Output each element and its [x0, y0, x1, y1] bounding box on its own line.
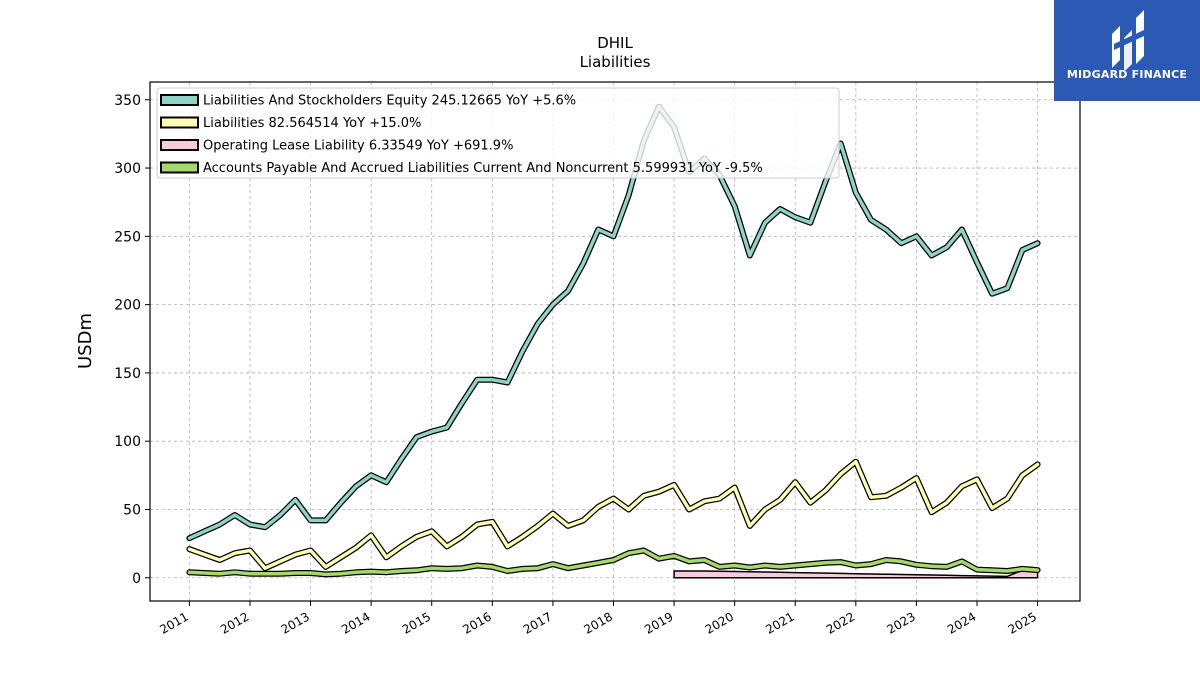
x-tick-label: 2021 — [763, 609, 796, 636]
legend-item: Liabilities And Stockholders Equity 245.… — [160, 94, 576, 109]
y-tick-label: 150 — [114, 366, 141, 382]
legend-swatch — [160, 94, 199, 106]
y-tick-label: 200 — [114, 298, 141, 314]
series-band — [673, 568, 1039, 579]
legend-label: Liabilities 82.564514 YoY +15.0% — [203, 116, 421, 131]
y-tick-label: 300 — [114, 161, 141, 177]
series-lines — [186, 103, 1041, 579]
legend-label: Liabilities And Stockholders Equity 245.… — [203, 94, 576, 109]
x-tick-label: 2018 — [582, 609, 615, 636]
y-tick-label: 0 — [132, 571, 141, 587]
x-tick-label: 2019 — [642, 609, 675, 636]
x-tick-label: 2020 — [703, 609, 736, 636]
y-tick-label: 250 — [114, 229, 141, 245]
legend: Liabilities And Stockholders Equity 245.… — [156, 87, 840, 179]
x-tick-label: 2024 — [945, 609, 978, 636]
legend-item: Accounts Payable And Accrued Liabilities… — [160, 161, 763, 176]
chart-title: DHIL — [597, 34, 633, 52]
plot-frame — [149, 81, 1081, 602]
series-2 — [186, 458, 1041, 572]
series-line — [187, 459, 1040, 570]
legend-item: Operating Lease Liability 6.33549 YoY +6… — [160, 139, 513, 154]
x-tick-label: 2013 — [279, 609, 312, 636]
brand-name: MIDGARD FINANCE — [1066, 68, 1188, 81]
brand-logo: MIDGARD FINANCE — [1054, 0, 1200, 101]
legend-swatch — [160, 116, 199, 129]
x-tick-label: 2023 — [884, 609, 917, 636]
series-line — [187, 548, 1040, 577]
legend-box — [156, 87, 840, 179]
y-tick-label: 100 — [114, 434, 141, 450]
x-tick-label: 2015 — [400, 609, 433, 636]
legend-label: Accounts Payable And Accrued Liabilities… — [203, 161, 763, 176]
x-tick-label: 2016 — [460, 609, 493, 636]
x-tick-label: 2011 — [157, 609, 190, 636]
legend-swatch — [160, 139, 199, 151]
y-axis-label: USDm — [75, 313, 96, 369]
chart-subtitle: Liabilities — [580, 53, 651, 71]
y-tick-label: 350 — [114, 93, 141, 109]
x-tick-label: 2022 — [824, 609, 857, 636]
series-line — [187, 104, 1040, 540]
midgard-logo-icon — [1112, 10, 1144, 70]
y-tick-label: 50 — [123, 502, 141, 518]
x-tick-label: 2012 — [218, 609, 251, 636]
x-tick-label: 2017 — [521, 609, 554, 636]
legend-item: Liabilities 82.564514 YoY +15.0% — [160, 116, 421, 131]
x-tick-label: 2014 — [339, 609, 372, 636]
series-1 — [186, 103, 1041, 542]
series-4 — [186, 547, 1041, 578]
legend-label: Operating Lease Liability 6.33549 YoY +6… — [203, 139, 513, 154]
series-3 — [673, 568, 1039, 579]
legend-swatch — [160, 161, 199, 174]
x-tick-label: 2025 — [1006, 609, 1039, 636]
